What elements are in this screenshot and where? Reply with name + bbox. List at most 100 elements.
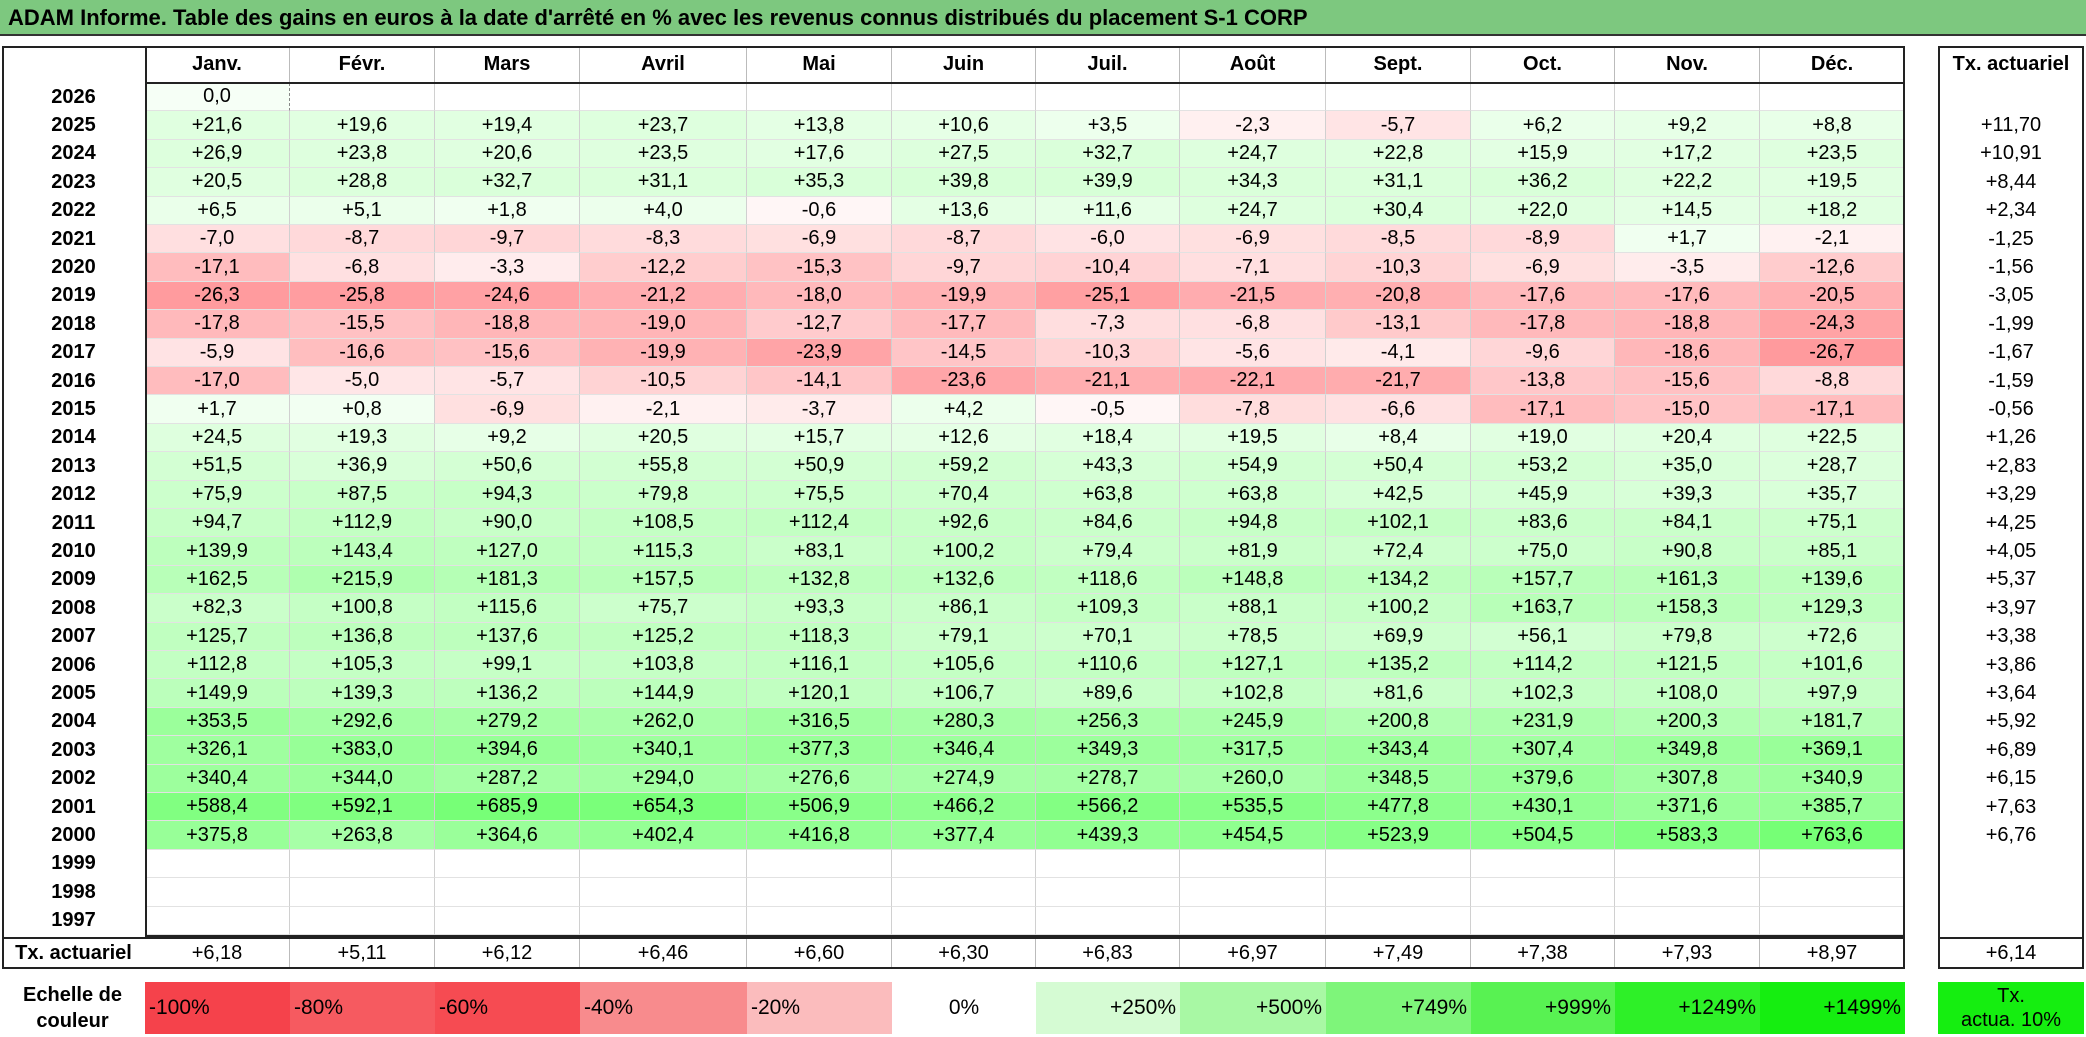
table-cell: +276,6 (747, 764, 892, 793)
table-cell (145, 849, 290, 879)
table-cell: +43,3 (1036, 452, 1180, 481)
table-cell: -9,7 (435, 225, 580, 254)
month-header: Janv. (145, 46, 290, 82)
footer-cell: +7,38 (1471, 937, 1615, 969)
table-cell: +346,4 (892, 736, 1036, 765)
table-cell: +8,4 (1326, 423, 1471, 453)
table-cell: +102,1 (1326, 509, 1471, 538)
table-cell: +592,1 (290, 793, 435, 822)
table-cell: +1,7 (1615, 225, 1760, 254)
year-label: 2003 (51, 738, 96, 761)
table-cell: +85,1 (1760, 537, 1905, 566)
table-cell: +86,1 (892, 594, 1036, 623)
table-cell: +63,8 (1180, 480, 1326, 509)
table-cell: +139,6 (1760, 565, 1905, 595)
table-cell (1615, 83, 1760, 112)
table-cell: +127,1 (1180, 651, 1326, 680)
table-cell: +17,2 (1615, 139, 1760, 169)
table-cell: +344,0 (290, 764, 435, 793)
year-label: 2026 (51, 85, 96, 108)
table-cell: -8,7 (892, 225, 1036, 254)
table-cell: -7,8 (1180, 395, 1326, 424)
table-cell (435, 849, 580, 879)
rate-cell: -3,05 (1988, 284, 2034, 307)
year-label: 2000 (51, 824, 96, 847)
table-cell: +375,8 (145, 821, 290, 850)
table-cell: +523,9 (1326, 821, 1471, 850)
table-cell: -25,1 (1036, 281, 1180, 311)
table-cell: +371,6 (1615, 793, 1760, 822)
rate-cell: +10,91 (1980, 142, 2042, 165)
table-cell: +430,1 (1471, 793, 1615, 822)
rate-cell (1938, 907, 2084, 935)
table-cell: -5,0 (290, 367, 435, 396)
table-cell: +54,9 (1180, 452, 1326, 481)
table-cell (435, 878, 580, 907)
table-cell (892, 849, 1036, 879)
footer-cell: +6,12 (435, 937, 580, 969)
table-cell: -20,5 (1760, 281, 1905, 311)
table-cell: +100,2 (892, 537, 1036, 566)
table-cell (1471, 83, 1615, 112)
table-cell: +93,3 (747, 594, 892, 623)
scale-cell: -60% (435, 982, 580, 1034)
footer-cell: +6,83 (1036, 937, 1180, 969)
table-cell (1760, 849, 1905, 879)
table-cell: +87,5 (290, 480, 435, 509)
table-cell: -6,8 (290, 253, 435, 282)
footer-cell: +6,60 (747, 937, 892, 969)
scale-cell: +250% (1036, 982, 1180, 1034)
rate-cell: +3,97 (1985, 596, 2037, 619)
footer-cell: +8,97 (1760, 937, 1905, 969)
table-cell: +90,8 (1615, 537, 1760, 566)
table-cell: +262,0 (580, 707, 747, 737)
table-cell: +685,9 (435, 793, 580, 822)
table-cell: -6,9 (1471, 253, 1615, 282)
table-cell: +28,8 (290, 168, 435, 197)
footer-cell: +6,30 (892, 937, 1036, 969)
table-cell (1180, 849, 1326, 879)
table-cell (892, 878, 1036, 907)
table-cell: +88,1 (1180, 594, 1326, 623)
table-cell: -4,1 (1326, 338, 1471, 367)
rate-cell: +6,76 (1985, 824, 2037, 847)
table-cell: +245,9 (1180, 707, 1326, 737)
table-cell: +100,8 (290, 594, 435, 623)
table-cell: +8,8 (1760, 111, 1905, 140)
table-cell: -6,6 (1326, 395, 1471, 424)
table-cell: -6,8 (1180, 310, 1326, 339)
table-cell: +92,6 (892, 509, 1036, 538)
table-cell: -2,1 (580, 395, 747, 424)
table-cell: +369,1 (1760, 736, 1905, 765)
rate-cell: -0,56 (1988, 398, 2034, 421)
table-cell: +42,5 (1326, 480, 1471, 509)
table-cell: +39,9 (1036, 168, 1180, 197)
table-cell: +181,7 (1760, 707, 1905, 737)
table-cell: +20,6 (435, 139, 580, 169)
table-cell: -10,3 (1036, 338, 1180, 367)
table-cell: -12,7 (747, 310, 892, 339)
table-cell (290, 83, 435, 112)
rate-cell: +1,26 (1985, 426, 2037, 449)
year-label: 2020 (51, 256, 96, 279)
table-cell: -25,8 (290, 281, 435, 311)
table-cell: -12,2 (580, 253, 747, 282)
scale-label-line2: couleur (36, 1010, 109, 1032)
table-cell: +108,0 (1615, 679, 1760, 708)
rate-cell: +4,05 (1985, 540, 2037, 563)
table-cell: -5,9 (145, 338, 290, 367)
table-cell: +94,8 (1180, 509, 1326, 538)
table-cell (747, 849, 892, 879)
table-cell: +23,5 (1760, 139, 1905, 169)
table-cell: -26,3 (145, 281, 290, 311)
table-cell: -15,5 (290, 310, 435, 339)
table-cell (580, 83, 747, 112)
table-cell: +75,9 (145, 480, 290, 509)
table-cell: +26,9 (145, 139, 290, 169)
table-cell: +84,1 (1615, 509, 1760, 538)
table-cell: +15,7 (747, 423, 892, 453)
table-cell: +294,0 (580, 764, 747, 793)
table-cell: -19,9 (580, 338, 747, 367)
table-cell: -14,5 (892, 338, 1036, 367)
table-cell (1036, 878, 1180, 907)
